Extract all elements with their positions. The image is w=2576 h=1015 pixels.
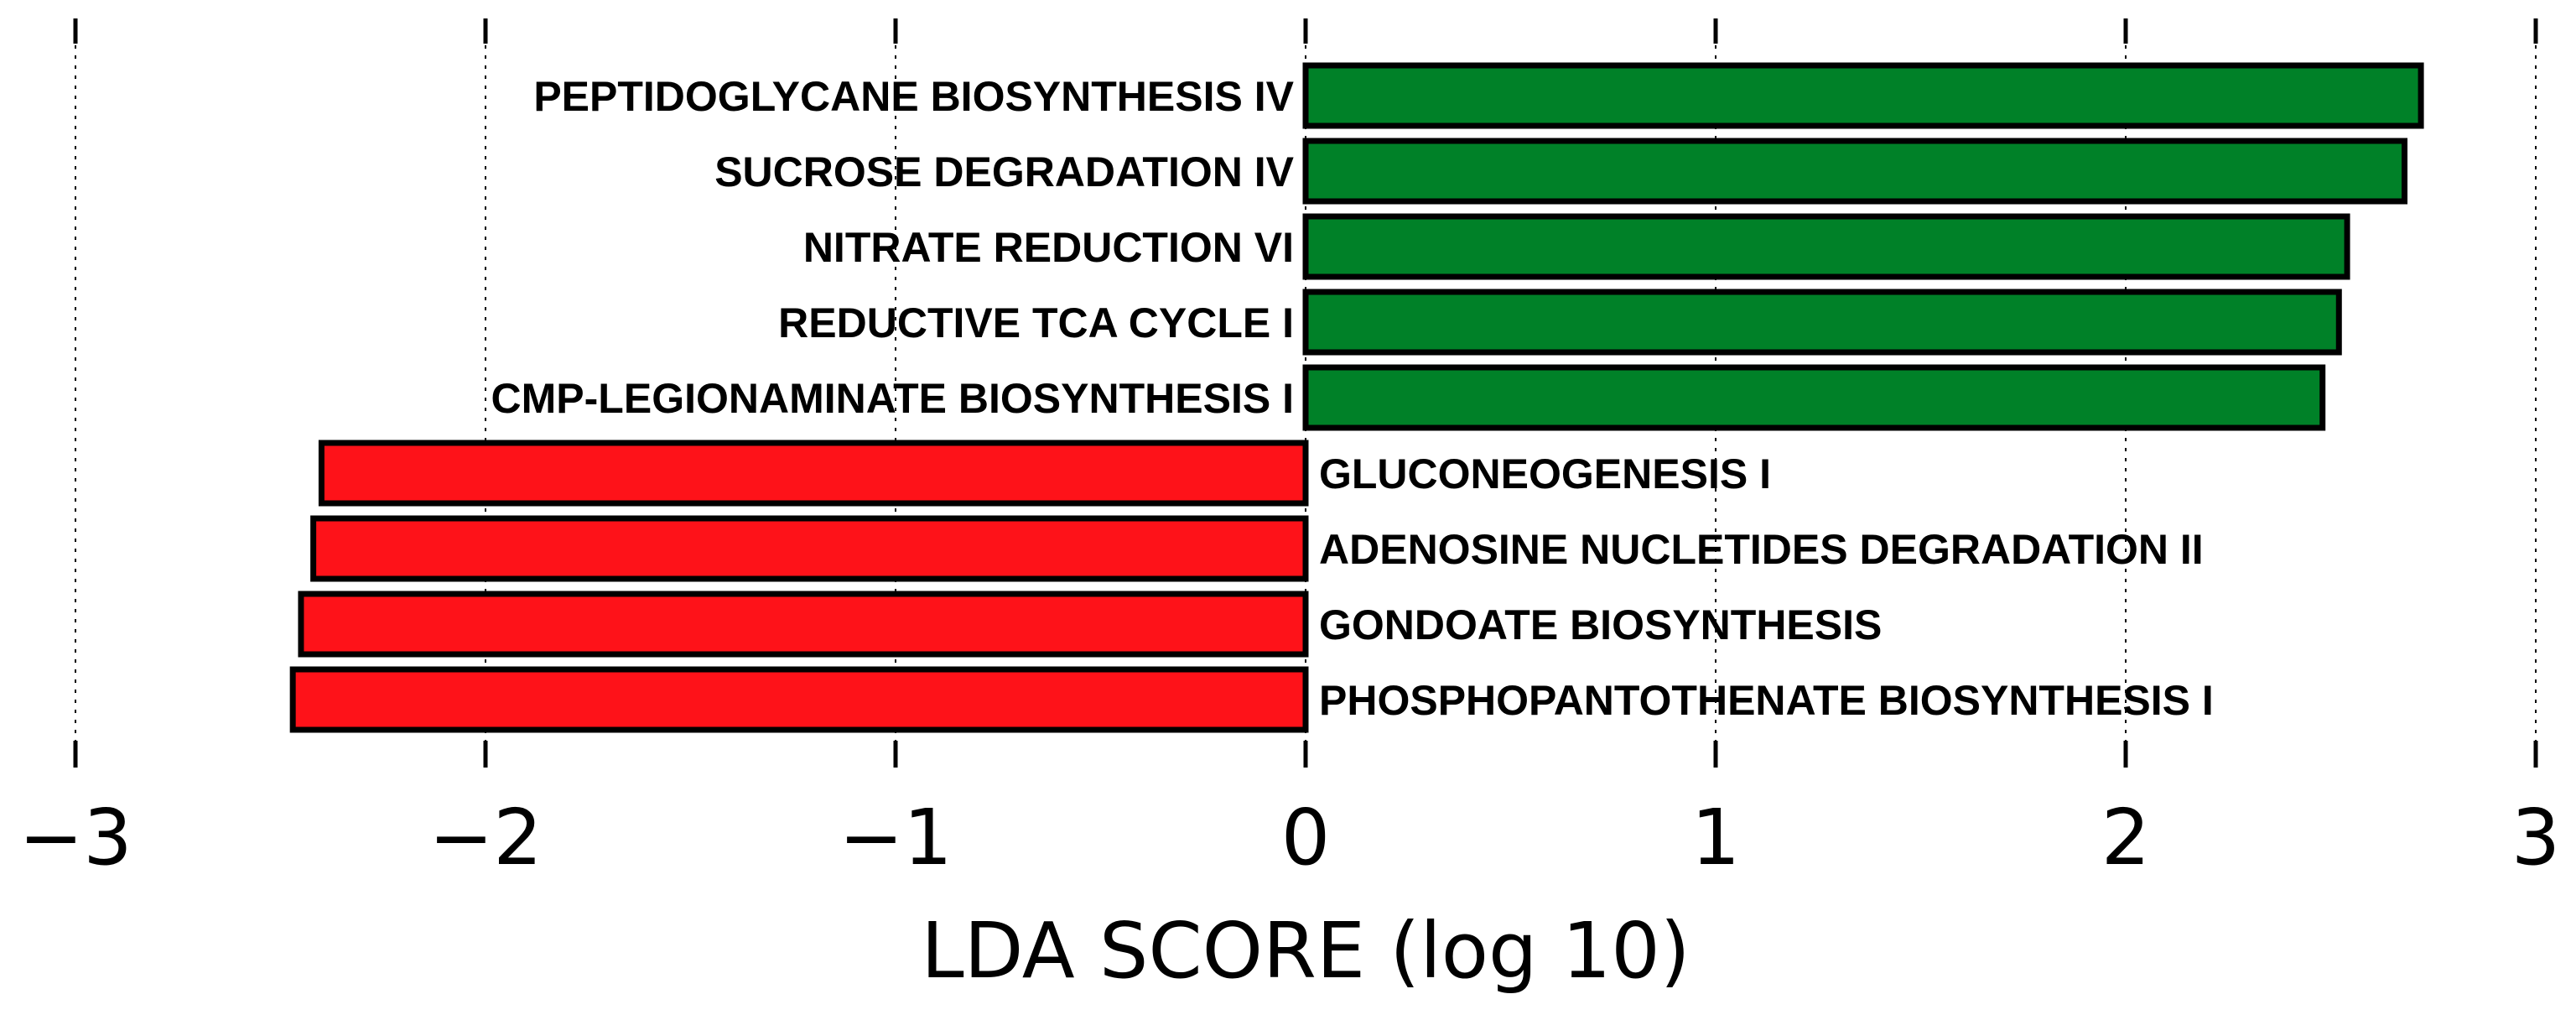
bar	[310, 515, 1309, 582]
x-axis-label: LDA SCORE (log 10)	[921, 906, 1690, 996]
bar-label: REDUCTIVE TCA CYCLE I	[778, 299, 1294, 346]
bar	[298, 591, 1309, 658]
x-tick-label: −3	[18, 793, 132, 882]
bar-label: CMP-LEGIONAMINATE BIOSYNTHESIS I	[491, 375, 1294, 422]
x-tick-label: −2	[428, 793, 543, 882]
x-tick-label: −1	[839, 793, 953, 882]
bar-label: PHOSPHOPANTOTHENATE BIOSYNTHESIS I	[1319, 677, 2214, 724]
bar-label: SUCROSE DEGRADATION IV	[714, 148, 1294, 195]
bar	[1302, 289, 2342, 356]
bar	[289, 666, 1309, 733]
x-tick-label: 1	[1691, 793, 1741, 882]
bar	[1302, 62, 2424, 129]
bar-label: NITRATE REDUCTION VI	[803, 224, 1294, 271]
bar	[1302, 213, 2350, 280]
x-tick-label: 2	[2101, 793, 2151, 882]
bars	[289, 62, 2424, 733]
x-tick-labels: −3 −2 −1 0 1 2 3	[18, 793, 2560, 882]
x-tick-label: 3	[2511, 793, 2561, 882]
bar	[1302, 138, 2408, 205]
x-axis-ticks	[73, 18, 2538, 768]
bar	[1302, 364, 2326, 431]
bar-labels: PEPTIDOGLYCANE BIOSYNTHESIS IV SUCROSE DE…	[491, 73, 2214, 724]
bar-label: GLUCONEOGENESIS I	[1319, 450, 1771, 497]
bar-label: GONDOATE BIOSYNTHESIS	[1319, 601, 1882, 648]
bar-label: PEPTIDOGLYCANE BIOSYNTHESIS IV	[533, 73, 1294, 120]
bar-label: ADENOSINE NUCLETIDES DEGRADATION II	[1319, 526, 2204, 573]
x-tick-label: 0	[1281, 793, 1331, 882]
bar	[318, 440, 1309, 507]
